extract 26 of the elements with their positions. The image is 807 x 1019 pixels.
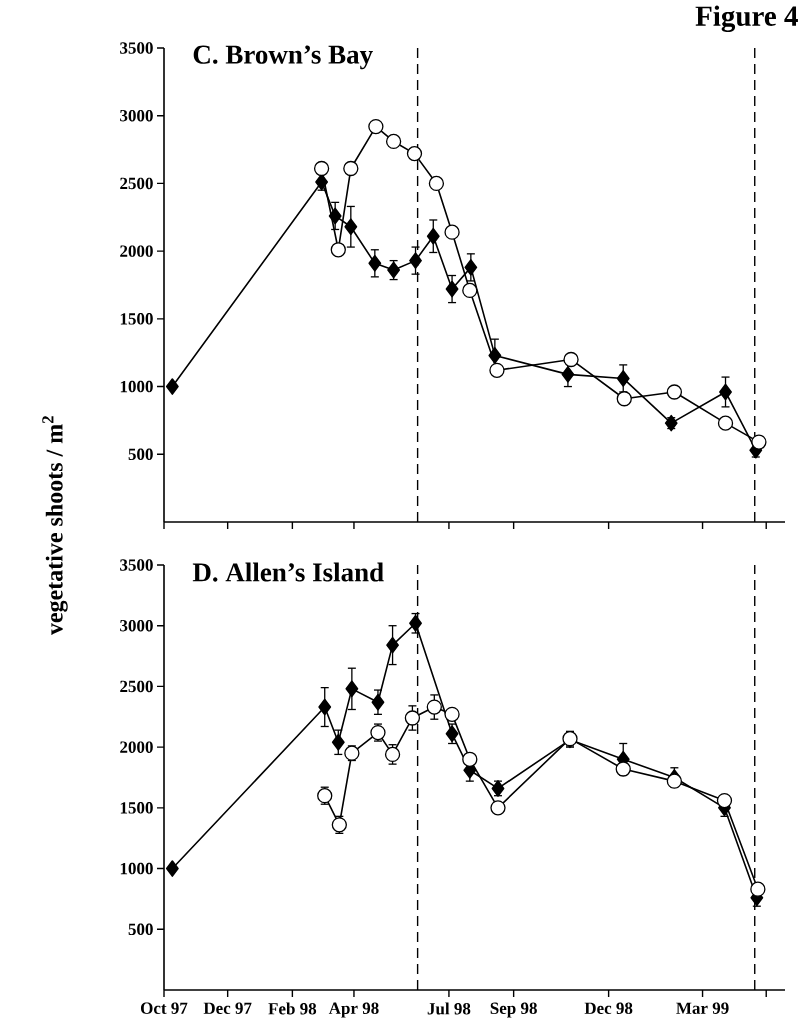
y-tick-label: 1000 [120,862,153,875]
y-tick-label: 2000 [120,741,153,753]
x-tick-label: Jul 98 [427,1002,471,1015]
y-tick-label: 2500 [120,680,153,693]
x-tick-label: Mar 99 [676,1002,729,1014]
x-tick-label: Dec 98 [584,1002,633,1015]
y-tick-label: 3000 [120,619,153,632]
y-tick-label: 3000 [120,109,153,122]
caption: Figure 4 [695,5,798,33]
x-tick-label: Sep 98 [490,1002,537,1018]
y-tick-label: 1000 [120,380,153,393]
x-tick-label: Apr 98 [328,1002,379,1018]
x-tick-label: Feb 98 [268,1002,317,1015]
y-tick-label: 1500 [120,313,153,325]
y-tick-label: 1500 [120,802,153,814]
y-tick-label: 500 [128,923,153,936]
chart-title: D. Allen’s Island [192,562,384,582]
chart-title: C. Brown’s Bay [193,45,373,70]
y-tick-label: 3500 [120,42,153,54]
y-tick-label: 2000 [120,245,153,257]
y-tick-label: 3500 [120,559,153,571]
x-tick-label: Dec 97 [203,1002,252,1014]
y-tick-label: 2500 [120,177,153,190]
y-tick-label: 500 [128,448,153,461]
x-tick-label: Oct 97 [140,1002,188,1014]
y-axis-title: vegetative shoots / m$^{2}$ [42,416,68,636]
